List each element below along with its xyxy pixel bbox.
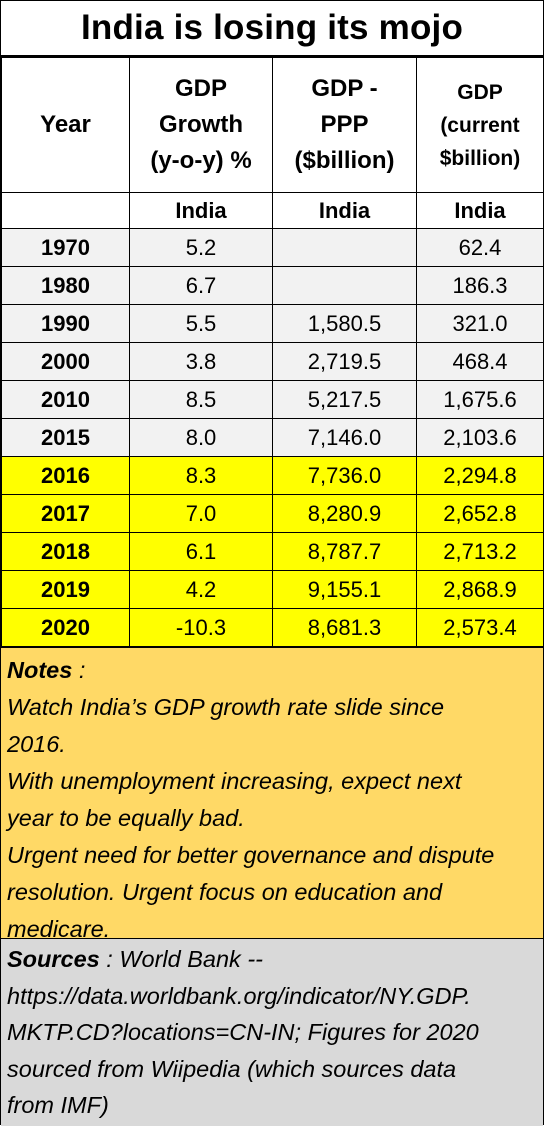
gdp-ppp-cell: 8,681.3 (272, 608, 417, 647)
gdp-current-cell: 2,652.8 (416, 494, 544, 533)
sources-line: sourced from Wiipedia (which sources dat… (7, 1055, 457, 1082)
subheader-cell: India (129, 192, 273, 229)
gdp-current-cell: 468.4 (416, 342, 544, 381)
sources-section: Sources : World Bank -- https://data.wor… (1, 939, 543, 1126)
subheader-cell (1, 192, 130, 229)
header-gdp-ppp-line: ($billion) (294, 147, 395, 174)
gdp-growth-cell: 6.1 (129, 532, 273, 571)
gdp-growth-cell: 7.0 (129, 494, 273, 533)
table-row: 2017 7.0 8,280.9 2,652.8 (1, 494, 544, 533)
gdp-growth-cell: 4.2 (129, 570, 273, 609)
notes-line: Urgent need for better governance and di… (7, 842, 495, 868)
gdp-growth-cell: 8.5 (129, 380, 273, 419)
header-gdp-growth-line: GDP (174, 75, 227, 102)
gdp-ppp-cell (272, 228, 417, 267)
sources-label: Sources (7, 946, 100, 972)
table-row: 1980 6.7 186.3 (1, 266, 544, 305)
sources-line: from IMF) (7, 1092, 109, 1118)
year-cell: 2016 (1, 456, 130, 495)
gdp-growth-cell: 5.5 (129, 304, 273, 343)
table-header-row: Year GDP Growth (y-o-y) % GDP - PPP ($bi… (1, 57, 544, 193)
year-cell: 2018 (1, 532, 130, 571)
gdp-current-cell: 321.0 (416, 304, 544, 343)
subheader-cell: India (416, 192, 544, 229)
gdp-ppp-cell: 2,719.5 (272, 342, 417, 381)
sources-line: https://data.worldbank.org/indicator/NY.… (7, 982, 471, 1009)
gdp-current-cell: 1,675.6 (416, 380, 544, 419)
gdp-growth-cell: 6.7 (129, 266, 273, 305)
year-cell: 2019 (1, 570, 130, 609)
gdp-ppp-cell: 7,146.0 (272, 418, 417, 457)
gdp-ppp-cell: 8,787.7 (272, 532, 417, 571)
header-gdp-ppp: GDP - PPP ($billion) (272, 57, 417, 193)
year-cell: 2020 (1, 608, 130, 647)
gdp-growth-cell: 5.2 (129, 228, 273, 267)
table-row: 1970 5.2 62.4 (1, 228, 544, 267)
year-cell: 1990 (1, 304, 130, 343)
notes-line: 2016. (7, 731, 66, 757)
notes-line: medicare. (7, 916, 111, 942)
table-row: 2015 8.0 7,146.0 2,103.6 (1, 418, 544, 457)
notes-line: resolution. Urgent focus on education an… (7, 879, 443, 905)
gdp-growth-cell: -10.3 (129, 608, 273, 647)
notes-section: Notes : Watch India’s GDP growth rate sl… (1, 647, 543, 942)
header-gdp-ppp-line: PPP (320, 111, 369, 138)
gdp-growth-cell: 3.8 (129, 342, 273, 381)
notes-label: Notes (7, 657, 73, 683)
sources-first-line: : World Bank -- (99, 946, 263, 972)
header-gdp-current-line: (current (440, 113, 520, 137)
sources-line: MKTP.CD?locations=CN-IN; Figures for 202… (7, 1019, 479, 1045)
notes-line: With unemployment increasing, expect nex… (7, 768, 462, 794)
header-gdp-growth-line: (y-o-y) % (150, 147, 252, 174)
gdp-current-cell: 2,713.2 (416, 532, 544, 571)
sources-heading: Sources : World Bank -- (7, 941, 537, 978)
notes-line: year to be equally bad. (7, 805, 245, 831)
gdp-ppp-cell: 1,580.5 (272, 304, 417, 343)
header-gdp-ppp-line: GDP - (311, 75, 378, 102)
gdp-growth-cell: 8.3 (129, 456, 273, 495)
gdp-current-cell: 2,868.9 (416, 570, 544, 609)
table-subheader-row: India India India (1, 192, 544, 229)
table-row: 2019 4.2 9,155.1 2,868.9 (1, 570, 544, 609)
table-body: 1970 5.2 62.4 1980 6.7 186.3 1990 5.5 1,580.5 321… (1, 228, 544, 647)
table-row: 2010 8.5 5,217.5 1,675.6 (1, 380, 544, 419)
header-gdp-growth: GDP Growth (y-o-y) % (129, 57, 273, 193)
notes-heading: Notes : (7, 657, 85, 683)
header-gdp-current-line: GDP (457, 80, 503, 104)
year-cell: 2015 (1, 418, 130, 457)
gdp-current-cell: 2,573.4 (416, 608, 544, 647)
table-row: 2020 -10.3 8,681.3 2,573.4 (1, 608, 544, 647)
gdp-ppp-cell (272, 266, 417, 305)
gdp-ppp-cell: 9,155.1 (272, 570, 417, 609)
notes-separator: : (72, 657, 86, 683)
table-row: 2000 3.8 2,719.5 468.4 (1, 342, 544, 381)
gdp-ppp-cell: 8,280.9 (272, 494, 417, 533)
gdp-current-cell: 186.3 (416, 266, 544, 305)
header-gdp-growth-line: Growth (159, 111, 243, 138)
table-row: 2018 6.1 8,787.7 2,713.2 (1, 532, 544, 571)
year-cell: 2010 (1, 380, 130, 419)
page-title: India is losing its mojo (1, 1, 543, 57)
year-cell: 2017 (1, 494, 130, 533)
gdp-current-cell: 62.4 (416, 228, 544, 267)
year-cell: 1970 (1, 228, 130, 267)
year-cell: 2000 (1, 342, 130, 381)
gdp-ppp-cell: 5,217.5 (272, 380, 417, 419)
table-row: 1990 5.5 1,580.5 321.0 (1, 304, 544, 343)
gdp-current-cell: 2,103.6 (416, 418, 544, 457)
notes-line: Watch India’s GDP growth rate slide sinc… (7, 694, 445, 720)
gdp-growth-cell: 8.0 (129, 418, 273, 457)
header-gdp-current: GDP (current $billion) (416, 57, 544, 193)
header-year: Year (1, 57, 130, 193)
header-gdp-current-line: $billion) (439, 146, 521, 170)
gdp-current-cell: 2,294.8 (416, 456, 544, 495)
year-cell: 1980 (1, 266, 130, 305)
gdp-table: Year GDP Growth (y-o-y) % GDP - PPP ($bi… (1, 57, 544, 647)
table-row: 2016 8.3 7,736.0 2,294.8 (1, 456, 544, 495)
subheader-cell: India (272, 192, 417, 229)
gdp-ppp-cell: 7,736.0 (272, 456, 417, 495)
